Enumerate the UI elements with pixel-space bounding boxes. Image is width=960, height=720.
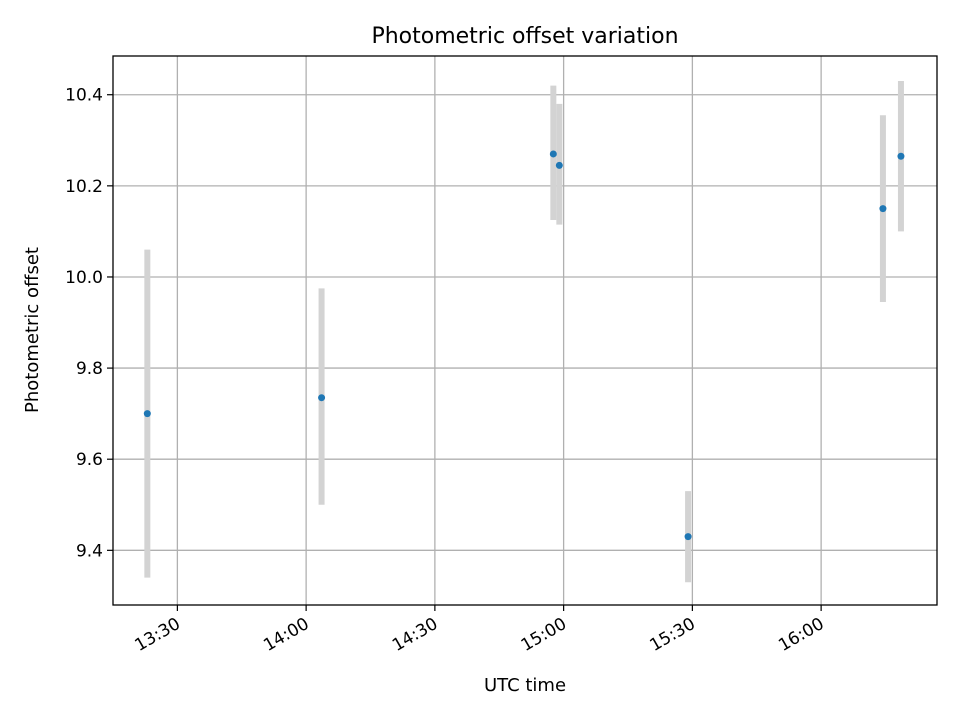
y-tick-label: 9.6 — [76, 450, 103, 470]
x-axis-label: UTC time — [484, 675, 566, 696]
grid-lines — [113, 56, 937, 605]
x-tick-label: 15:00 — [518, 614, 570, 656]
data-point — [318, 394, 326, 402]
data-point — [897, 152, 905, 160]
data-point — [555, 161, 563, 169]
data-points — [143, 150, 905, 541]
y-tick-label: 10.2 — [65, 177, 103, 197]
x-tick-label: 14:00 — [260, 614, 312, 656]
chart-title: Photometric offset variation — [371, 24, 678, 49]
data-point — [879, 205, 887, 213]
x-tick-label: 14:30 — [389, 614, 441, 656]
y-tick-label: 9.8 — [76, 359, 103, 379]
x-tick-label: 15:30 — [646, 614, 698, 656]
y-tick-label: 9.4 — [76, 541, 103, 561]
data-point — [684, 533, 692, 541]
y-tick-label: 10.4 — [65, 86, 103, 106]
axis-ticks: 13:30 14:00 14:30 15:00 15:30 16:00 9.4 9.6 9.8 1… — [65, 86, 827, 656]
error-bars — [144, 81, 904, 583]
x-tick-label: 13:30 — [131, 614, 183, 656]
plot-frame — [112, 55, 938, 606]
x-tick-label: 16:00 — [775, 614, 827, 656]
data-point — [549, 150, 557, 158]
data-point — [143, 410, 151, 418]
y-tick-label: 10.0 — [65, 268, 103, 288]
y-axis-label: Photometric offset — [22, 247, 43, 413]
